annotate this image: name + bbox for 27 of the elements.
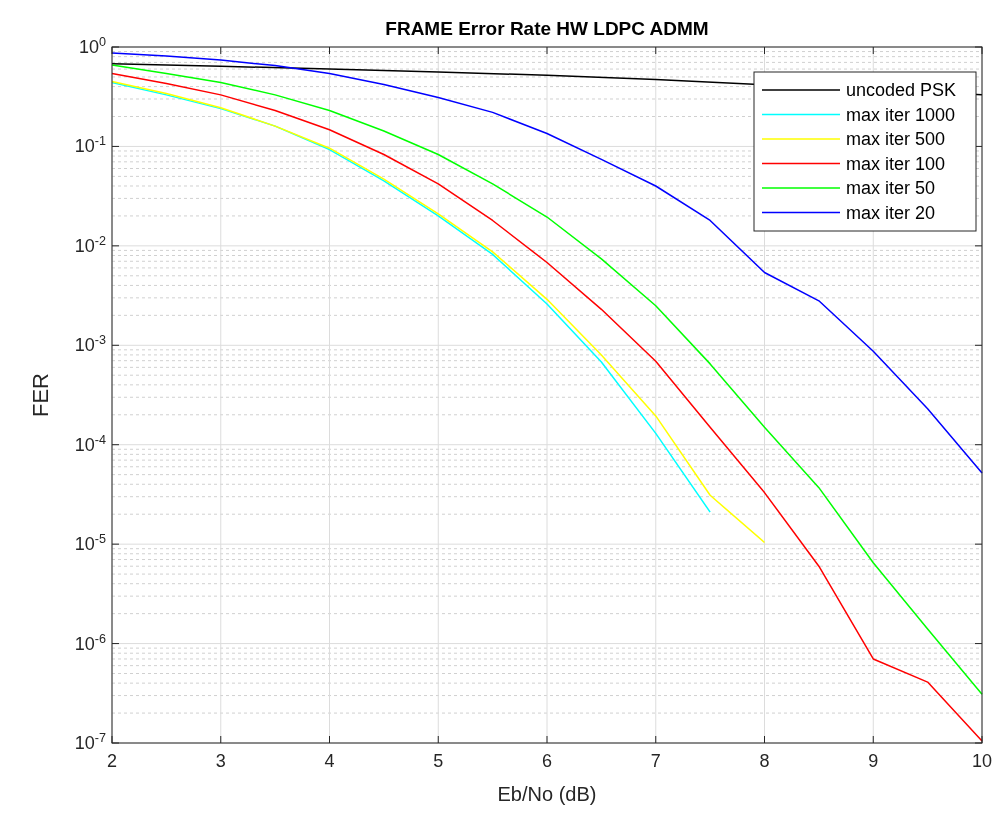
legend-label: max iter 20 — [846, 202, 936, 223]
x-tick-label: 5 — [433, 751, 444, 771]
x-tick-label: 2 — [106, 751, 118, 771]
x-tick-label: 9 — [868, 751, 879, 771]
legend-label: uncoded PSK — [846, 80, 957, 100]
chart-title: FRAME Error Rate HW LDPC ADMM — [385, 18, 709, 39]
x-tick-label: 7 — [650, 751, 661, 771]
legend-label: max iter 1000 — [846, 104, 956, 125]
x-tick-label: 6 — [541, 751, 553, 771]
y-tick-label: 10$^{-3}$ — [74, 333, 106, 356]
y-tick-label: 10$^{-2}$ — [74, 233, 106, 256]
y-tick-label: 10$^{-6}$ — [74, 631, 106, 654]
y-tick-label: 10$^{0}$ — [78, 35, 106, 57]
legend-label: max iter 100 — [846, 153, 946, 174]
x-tick-label: 3 — [215, 751, 226, 771]
line-series — [111, 52, 983, 474]
x-tick-label: 10 — [971, 751, 993, 771]
legend-label: max iter 500 — [846, 129, 946, 149]
x-tick-label: 8 — [759, 751, 770, 771]
y-axis-title: FER — [28, 373, 53, 417]
y-tick-label: 10$^{-4}$ — [74, 432, 106, 455]
y-tick-label: 10$^{-5}$ — [74, 532, 106, 555]
legend-label: max iter 50 — [846, 178, 936, 198]
x-axis-title: Eb/No (dB) — [497, 783, 597, 805]
y-tick-label: 10$^{-7}$ — [74, 731, 106, 753]
x-tick-label: 4 — [324, 751, 335, 771]
y-tick-label: 10$^{-1}$ — [74, 134, 106, 157]
